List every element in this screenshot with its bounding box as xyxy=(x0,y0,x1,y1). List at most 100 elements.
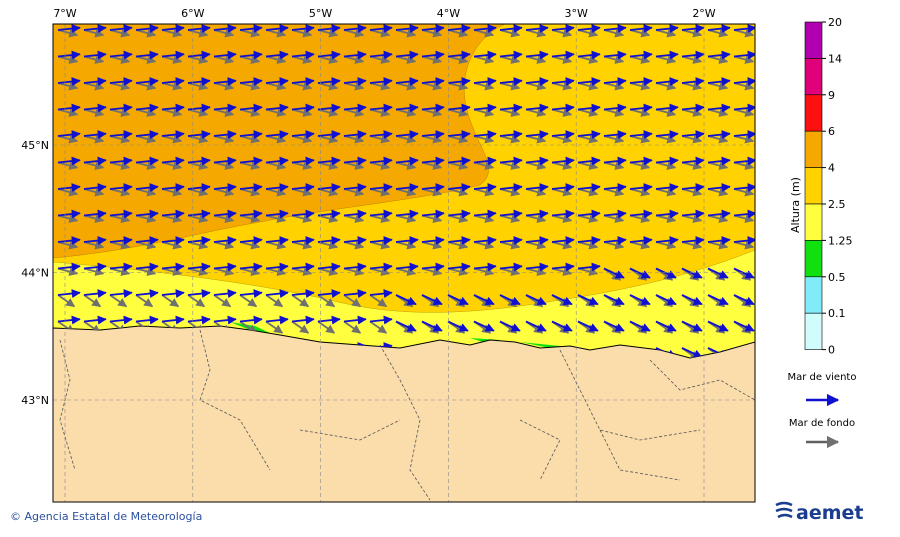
swell-arrow xyxy=(473,55,495,64)
wind-arrow xyxy=(291,77,315,87)
swell-arrow xyxy=(83,240,105,250)
wind-arrow xyxy=(135,236,159,246)
wind-arrow xyxy=(707,320,729,332)
swell-arrow xyxy=(213,267,235,276)
wind-arrow xyxy=(161,24,185,34)
swell-arrow xyxy=(265,267,287,276)
swell-arrow xyxy=(473,28,495,38)
swell-arrow xyxy=(187,108,209,117)
wind-arrow xyxy=(83,24,107,34)
wind-arrow xyxy=(161,130,185,140)
swell-arrow xyxy=(603,240,625,250)
swell-arrow xyxy=(265,187,287,197)
swell-arrow xyxy=(395,28,417,38)
swell-arrow xyxy=(83,161,105,170)
swell-arrow xyxy=(239,240,261,250)
wind-arrow xyxy=(135,209,159,219)
colorbar-label: 9 xyxy=(828,89,835,102)
wind-arrow xyxy=(733,77,755,87)
swell-arrow xyxy=(447,55,469,64)
wind-arrow xyxy=(707,267,729,279)
wind-arrow xyxy=(473,183,497,193)
wind-arrow xyxy=(681,50,705,60)
swell-arrow xyxy=(317,240,339,250)
swell-arrow xyxy=(265,161,287,170)
swell-arrow xyxy=(291,55,313,64)
colorbar-label: 6 xyxy=(828,125,835,138)
wind-arrow xyxy=(369,315,393,325)
swell-arrow xyxy=(629,187,651,197)
wind-arrow xyxy=(83,315,107,325)
wind-arrow xyxy=(681,103,705,113)
swell-arrow xyxy=(681,161,703,170)
wind-arrow xyxy=(473,103,497,113)
swell-arrow xyxy=(135,81,157,91)
wind-arrow xyxy=(343,183,367,193)
map xyxy=(53,24,755,502)
swell-arrow xyxy=(447,187,469,197)
wind-arrow xyxy=(239,236,263,246)
wind-arrow xyxy=(733,267,755,279)
wind-arrow xyxy=(395,50,419,60)
colorbar-band xyxy=(804,94,823,132)
swell-arrow xyxy=(369,134,391,144)
swell-arrow xyxy=(161,81,183,91)
swell-arrow xyxy=(421,81,443,91)
swell-arrow xyxy=(83,108,105,117)
swell-arrow xyxy=(655,187,677,197)
wind-arrow xyxy=(551,262,575,272)
swell-arrow xyxy=(473,267,495,276)
swell-arrow xyxy=(109,81,131,91)
swell-arrow xyxy=(343,81,365,91)
wind-arrow xyxy=(343,262,367,272)
wind-arrow xyxy=(135,50,159,60)
swell-arrow xyxy=(161,240,183,250)
wind-arrow xyxy=(733,209,755,219)
swell-arrow xyxy=(265,240,287,250)
swell-arrow xyxy=(499,214,521,223)
swell-arrow xyxy=(707,161,729,170)
wind-arrow xyxy=(707,24,731,34)
wind-arrow xyxy=(57,262,81,272)
swell-arrow xyxy=(629,134,651,144)
colorbar-band xyxy=(804,203,823,241)
wind-arrow xyxy=(421,236,445,246)
swell-arrow xyxy=(629,28,651,38)
logo-icon xyxy=(775,501,793,519)
wind-arrow xyxy=(499,236,523,246)
wind-arrow xyxy=(551,294,573,306)
wind-arrow xyxy=(369,103,393,113)
swell-arrow xyxy=(239,28,261,38)
wind-arrow xyxy=(109,130,133,140)
wind-arrow xyxy=(291,50,315,60)
wind-arrow xyxy=(603,183,627,193)
swell-arrow xyxy=(499,81,521,91)
wind-arrow xyxy=(707,209,731,219)
wind-arrow xyxy=(447,50,471,60)
swell-arrow xyxy=(213,81,235,91)
swell-arrow xyxy=(707,240,729,250)
wind-arrow xyxy=(109,50,133,60)
swell-arrow xyxy=(577,134,599,144)
swell-arrow xyxy=(291,134,313,144)
swell-arrow xyxy=(733,134,755,144)
swell-arrow xyxy=(369,161,391,170)
wind-arrow xyxy=(421,24,445,34)
wind-arrow xyxy=(577,50,601,60)
wind-arrow xyxy=(187,262,211,272)
wind-arrow xyxy=(629,103,653,113)
swell-arrow xyxy=(57,240,79,250)
wind-arrow xyxy=(291,103,315,113)
wind-arrow xyxy=(57,315,81,325)
wind-arrow xyxy=(551,50,575,60)
wind-arrow xyxy=(369,289,393,299)
wind-arrow xyxy=(603,236,627,246)
wind-arrow xyxy=(109,315,133,325)
swell-arrow xyxy=(447,108,469,117)
swell-arrow xyxy=(655,240,677,250)
wind-arrow xyxy=(733,130,755,140)
wind-arrow xyxy=(109,156,133,166)
swell-arrow xyxy=(135,267,157,276)
wind-arrow xyxy=(421,103,445,113)
swell-arrow xyxy=(525,28,547,38)
